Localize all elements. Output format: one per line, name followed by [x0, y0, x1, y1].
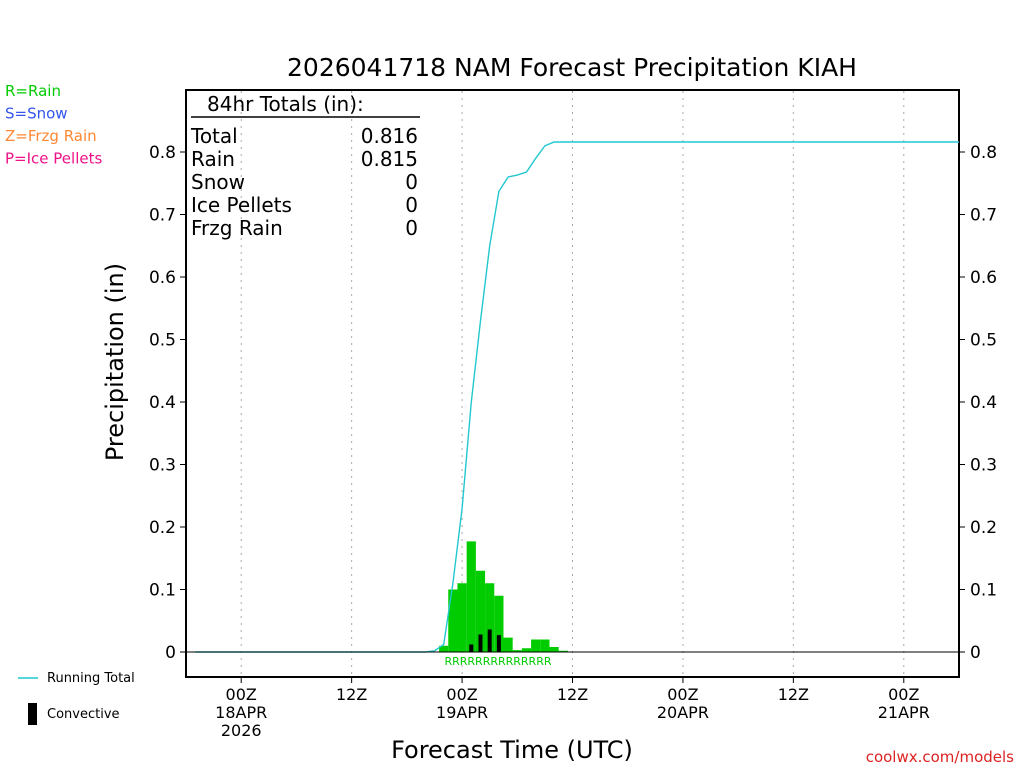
y-tick-label-right: 0 [970, 643, 981, 663]
precip-type-legend-item: P=Ice Pellets [5, 150, 102, 168]
y-tick-label-right: 0.4 [970, 393, 997, 413]
y-tick-label-left: 0.5 [149, 331, 176, 351]
precip-bar [448, 589, 458, 652]
precip-type-label: RRRRRRRRRRRRRR [444, 655, 551, 668]
totals-row-label: Frzg Rain [191, 216, 283, 240]
precip-bar [466, 541, 476, 652]
precip-bar [439, 645, 449, 652]
totals-row-label: Snow [191, 170, 245, 194]
precip-bar [485, 583, 495, 652]
totals-row-label: Ice Pellets [191, 193, 292, 217]
running-total-line [195, 141, 959, 653]
convective-bars [469, 629, 501, 652]
x-tick-label: 00Z [667, 685, 698, 704]
series-legend-label: Running Total [47, 671, 135, 686]
totals-row-value: 0 [405, 193, 418, 217]
precip-bar [540, 639, 550, 652]
y-tick-label-right: 0.8 [970, 143, 997, 163]
x-tick-label: 19APR [436, 703, 488, 722]
y-tick-label-right: 0.1 [970, 581, 997, 601]
totals-box: 84hr Totals (in): Total 0.816 Rain 0.815 Snow… [190, 92, 420, 240]
x-tick-label: 12Z [778, 685, 809, 704]
x-tick-label: 00Z [446, 685, 477, 704]
y-tick-label-left: 0.6 [149, 268, 176, 288]
convective-bar [487, 629, 492, 652]
precip-bar [503, 637, 513, 652]
series-legend: Running Total Convective [18, 671, 135, 725]
hourly-precip-bars [439, 541, 568, 652]
y-tick-label-right: 0.2 [970, 518, 997, 538]
x-tick-label: 00Z [888, 685, 919, 704]
x-tick-label: 21APR [878, 703, 930, 722]
y-tick-label-right: 0.3 [970, 456, 997, 476]
totals-row-value: 0.816 [361, 124, 418, 148]
y-tick-label-left: 0.7 [149, 206, 176, 226]
totals-header: 84hr Totals (in): [207, 92, 364, 116]
y-tick-label-right: 0.6 [970, 268, 997, 288]
precip-type-legend-item: R=Rain [5, 82, 61, 100]
y-tick-label-right: 0.7 [970, 206, 997, 226]
y-axis-label: Precipitation (in) [101, 263, 129, 461]
convective-bar [469, 644, 474, 652]
y-tick-label-right: 0.5 [970, 331, 997, 351]
precip-bar [512, 650, 522, 652]
x-tick-label: 18APR [215, 703, 267, 722]
precip-bar [521, 648, 532, 652]
series-legend-label: Convective [47, 707, 120, 722]
x-tick-label: 2026 [221, 721, 262, 740]
grid-lines [240, 91, 905, 676]
precip-bar [549, 647, 559, 652]
precip-type-legend: R=Rain S=Snow Z=Frzg Rain P=Ice Pellets [5, 82, 102, 168]
x-tick-label: 20APR [657, 703, 709, 722]
convective-legend-swatch [28, 703, 37, 725]
running-total-series [195, 141, 959, 653]
precip-type-legend-item: Z=Frzg Rain [5, 127, 97, 145]
totals-row-value: 0 [405, 170, 418, 194]
chart-title: 2026041718 NAM Forecast Precipitation KI… [287, 53, 857, 82]
y-tick-label-left: 0.2 [149, 518, 176, 538]
convective-bar [478, 634, 483, 652]
totals-row-label: Total [190, 124, 238, 148]
y-tick-label-left: 0.4 [149, 393, 176, 413]
totals-row-label: Rain [191, 147, 235, 171]
y-tick-label-left: 0.3 [149, 456, 176, 476]
credit-link[interactable]: coolwx.com/models [866, 748, 1014, 766]
totals-row-value: 0 [405, 216, 418, 240]
y-tick-label-left: 0.1 [149, 581, 176, 601]
y-tick-label-left: 0 [165, 643, 176, 663]
precip-bar [494, 595, 504, 652]
convective-bar [496, 635, 501, 652]
y-tick-label-left: 0.8 [149, 143, 176, 163]
precip-bar [475, 570, 486, 652]
precip-bar [457, 583, 467, 652]
precip-bar [531, 639, 541, 652]
x-axis-label: Forecast Time (UTC) [391, 736, 633, 764]
precip-bar [558, 650, 568, 652]
x-tick-label: 00Z [226, 685, 257, 704]
totals-row-value: 0.815 [361, 147, 418, 171]
x-tick-label: 12Z [557, 685, 588, 704]
y-axis-ticks: 0 00.1 0.10.2 0.20.3 0.30.4 0.40.5 0.50.6 0.60.… [149, 143, 997, 663]
precip-type-legend-item: S=Snow [5, 105, 68, 123]
x-tick-label: 12Z [336, 685, 367, 704]
